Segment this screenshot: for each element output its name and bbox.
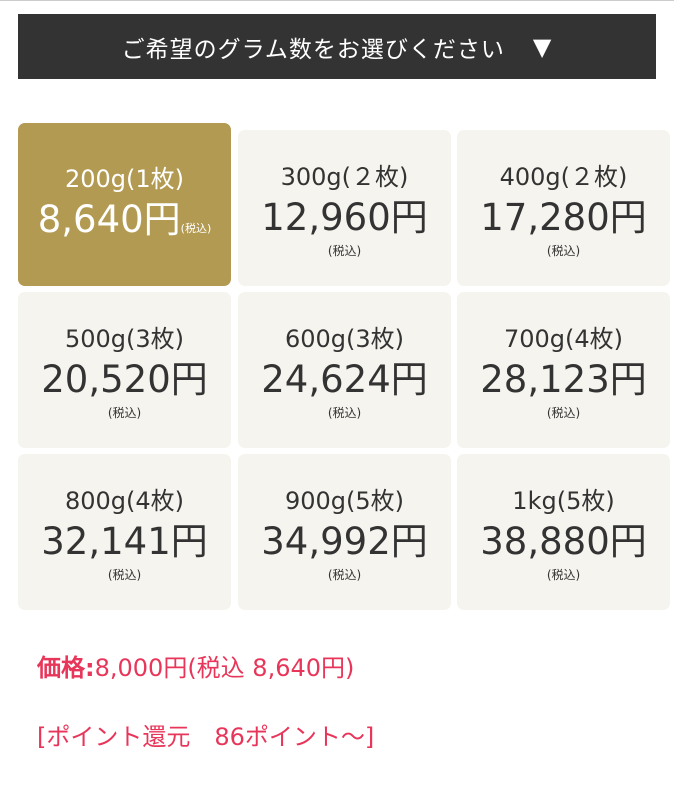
option-price: 28,123円 — [480, 358, 647, 401]
option-price: 38,880円 — [480, 520, 647, 563]
option-card[interactable]: 500g(3枚) 20,520円 (税込) — [18, 292, 231, 448]
option-tax: (税込) — [327, 406, 362, 420]
option-price: 12,960円 — [261, 196, 428, 239]
option-card[interactable]: 800g(4枚) 32,141円 (税込) — [18, 454, 231, 610]
option-price: 24,624円 — [261, 358, 428, 401]
option-tax: (税込) — [327, 244, 362, 258]
top-divider — [0, 0, 674, 1]
option-weight: 300g(２枚) — [280, 163, 409, 191]
select-label: ご希望のグラム数をお選びください — [121, 36, 505, 63]
option-weight: 1kg(5枚) — [512, 487, 615, 515]
option-price: 34,992円 — [261, 520, 428, 563]
option-price: 20,520円 — [41, 358, 208, 401]
option-card[interactable]: 200g(1枚) 8,640円(税込) — [18, 123, 231, 286]
option-weight: 800g(4枚) — [64, 487, 185, 515]
option-tax: (税込) — [546, 406, 581, 420]
gram-select-dropdown[interactable]: ご希望のグラム数をお選びください ▼ — [18, 14, 656, 79]
option-weight: 600g(3枚) — [284, 325, 405, 353]
option-tax: (税込) — [107, 406, 142, 420]
option-weight: 500g(3枚) — [64, 325, 185, 353]
option-card[interactable]: 400g(２枚) 17,280円 (税込) — [457, 130, 670, 286]
option-weight: 700g(4枚) — [503, 325, 624, 353]
option-card[interactable]: 600g(3枚) 24,624円 (税込) — [238, 292, 451, 448]
price-amount: 8,640円 — [37, 197, 181, 241]
option-weight: 900g(5枚) — [284, 487, 405, 515]
option-price: 8,640円(税込) — [38, 198, 212, 251]
option-card[interactable]: 900g(5枚) 34,992円 (税込) — [238, 454, 451, 610]
option-tax: (税込) — [546, 568, 581, 582]
price-label: 価格: — [37, 654, 95, 682]
option-tax: (税込) — [107, 568, 142, 582]
dropdown-arrow-icon: ▼ — [532, 32, 553, 61]
price-text: 価格:8,000円(税込 8,640円) — [37, 648, 354, 683]
option-price: 32,141円 — [41, 520, 208, 563]
option-price: 17,280円 — [480, 196, 647, 239]
option-card[interactable]: 300g(２枚) 12,960円 (税込) — [238, 130, 451, 286]
price-value: 8,000円(税込 8,640円) — [94, 654, 355, 682]
points-text: [ポイント還元 86ポイント～] — [37, 723, 375, 751]
option-weight: 400g(２枚) — [499, 163, 628, 191]
option-card[interactable]: 700g(4枚) 28,123円 (税込) — [457, 292, 670, 448]
option-card[interactable]: 1kg(5枚) 38,880円 (税込) — [457, 454, 670, 610]
option-tax: (税込) — [180, 221, 212, 235]
option-tax: (税込) — [327, 568, 362, 582]
option-tax: (税込) — [546, 244, 581, 258]
option-weight: 200g(1枚) — [64, 164, 185, 193]
